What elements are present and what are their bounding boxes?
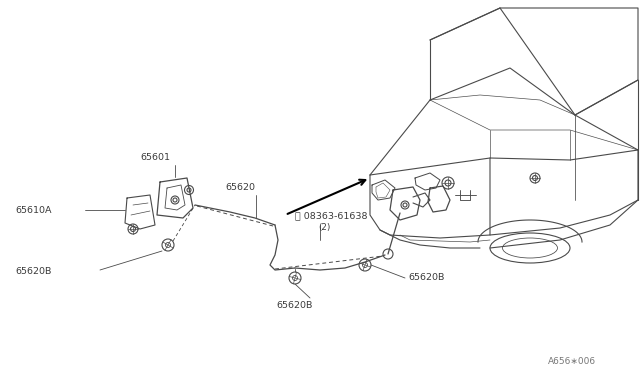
Text: 65620B: 65620B [408, 273, 444, 282]
Text: Ⓢ 08363-61638: Ⓢ 08363-61638 [295, 211, 367, 220]
Text: 65620: 65620 [225, 183, 255, 192]
Text: (2): (2) [318, 223, 330, 232]
Text: 65620B: 65620B [15, 267, 51, 276]
Text: 65601: 65601 [140, 153, 170, 162]
Text: 65620B: 65620B [277, 301, 313, 310]
Text: 65610A: 65610A [15, 205, 51, 215]
Text: A656∗006: A656∗006 [548, 357, 596, 366]
